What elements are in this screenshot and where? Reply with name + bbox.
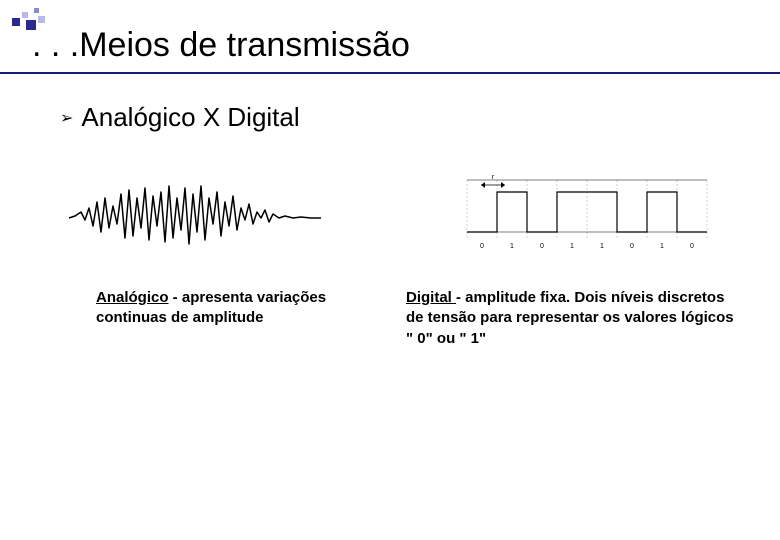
bullet-arrow-icon: ➢: [60, 108, 73, 128]
analog-figure-column: [0, 168, 390, 258]
svg-text:1: 1: [600, 243, 604, 250]
analog-description: Analógico - apresenta variações continua…: [96, 288, 360, 329]
digital-label-underlined: Digital: [406, 289, 456, 306]
svg-text:1: 1: [660, 243, 664, 250]
subtitle-text: Analógico X Digital: [81, 102, 299, 133]
description-row: Analógico - apresenta variações continua…: [0, 288, 780, 349]
subtitle-row: ➢ Analógico X Digital: [60, 102, 300, 133]
svg-text:0: 0: [630, 243, 634, 250]
analog-waveform: [65, 168, 325, 258]
page-title: . . .Meios de transmissão: [32, 26, 410, 65]
title-underline: [0, 72, 780, 74]
digital-description-column: Digital - amplitude fixa. Dois níveis di…: [390, 288, 780, 349]
analog-label-underlined: Analógico: [96, 289, 169, 306]
svg-text:0: 0: [690, 243, 694, 250]
digital-label-rest: - amplitude fixa. Dois níveis discretos …: [406, 289, 734, 347]
svg-text:0: 0: [540, 243, 544, 250]
digital-description: Digital - amplitude fixa. Dois níveis di…: [406, 288, 740, 349]
analog-description-column: Analógico - apresenta variações continua…: [0, 288, 390, 349]
digital-waveform: r01011010: [455, 168, 715, 258]
svg-text:1: 1: [570, 243, 574, 250]
svg-text:1: 1: [510, 243, 514, 250]
digital-figure-column: r01011010: [390, 168, 780, 258]
figure-row: r01011010: [0, 168, 780, 258]
svg-text:0: 0: [480, 243, 484, 250]
